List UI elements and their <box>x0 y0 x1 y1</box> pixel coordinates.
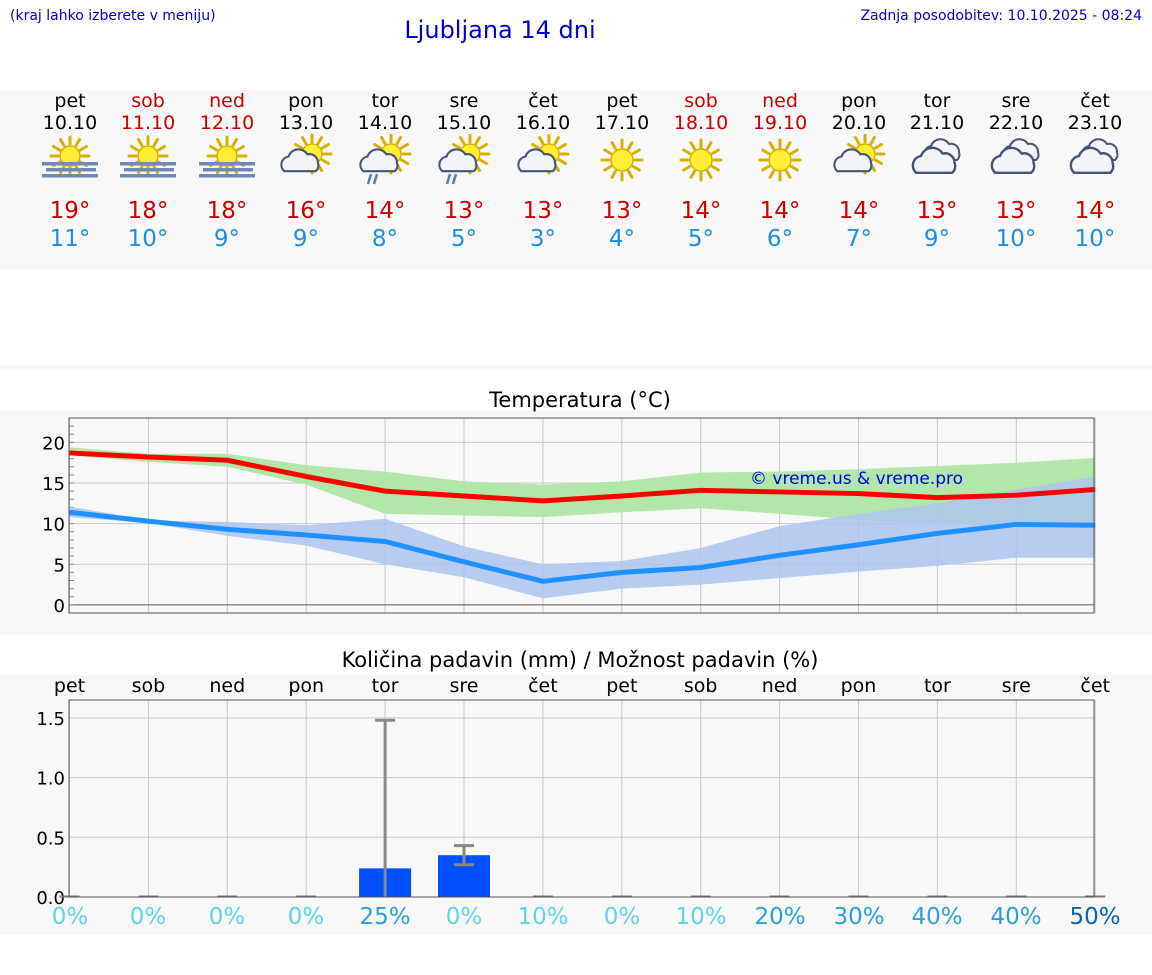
day-name: tor <box>371 90 399 112</box>
precip-probability: 0% <box>51 904 89 930</box>
day-date: 17.10 <box>594 112 650 134</box>
day-name: pon <box>841 90 877 112</box>
cloudy-icon <box>907 134 967 190</box>
precip-probability: 10% <box>675 904 727 930</box>
sun-fog-icon <box>118 134 178 190</box>
min-temp: 9° <box>292 226 320 252</box>
cloudy-icon <box>986 134 1046 190</box>
min-temp: 11° <box>49 226 91 252</box>
max-temp: 13° <box>522 198 564 224</box>
max-temp: 14° <box>838 198 880 224</box>
precip-probability: 10% <box>517 904 569 930</box>
day-date: 11.10 <box>120 112 176 134</box>
precip-probability: 40% <box>911 904 963 930</box>
day-name: pon <box>288 90 324 112</box>
day-date: 19.10 <box>752 112 808 134</box>
day-name: sob <box>131 90 165 112</box>
precip-probability: 0% <box>445 904 483 930</box>
min-temp: 3° <box>529 226 557 252</box>
max-temp: 18° <box>206 198 248 224</box>
day-date: 23.10 <box>1067 112 1123 134</box>
min-temp: 10° <box>127 226 169 252</box>
partly-cloudy-rain-icon <box>434 133 494 190</box>
day-date: 12.10 <box>199 112 255 134</box>
sun-fog-icon <box>40 134 100 190</box>
sun-icon <box>592 134 652 190</box>
precip-probability: 40% <box>990 904 1042 930</box>
min-temp: 4° <box>608 226 636 252</box>
precip-probability: 0% <box>287 904 325 930</box>
max-temp: 13° <box>443 198 485 224</box>
max-temp: 14° <box>759 198 801 224</box>
min-temp: 5° <box>450 226 478 252</box>
temperature-band <box>0 410 1152 635</box>
day-name: sre <box>449 90 479 112</box>
max-temp: 14° <box>1074 198 1116 224</box>
max-temp: 13° <box>995 198 1037 224</box>
day-date: 10.10 <box>42 112 98 134</box>
min-temp: 10° <box>1074 226 1116 252</box>
day-date: 21.10 <box>909 112 965 134</box>
min-temp: 7° <box>845 226 873 252</box>
day-date: 15.10 <box>436 112 492 134</box>
partly-cloudy-icon <box>513 133 573 190</box>
temperature-chart-title: Temperatura (°C) <box>489 388 671 412</box>
day-date: 22.10 <box>988 112 1044 134</box>
day-date: 18.10 <box>673 112 729 134</box>
day-name: ned <box>209 90 245 112</box>
precip-probability: 30% <box>833 904 885 930</box>
partly-cloudy-icon <box>829 133 889 190</box>
precip-band <box>0 675 1152 935</box>
location-hint[interactable]: (kraj lahko izberete v meniju) <box>10 8 216 24</box>
partly-cloudy-rain-icon <box>355 133 415 190</box>
day-date: 14.10 <box>357 112 413 134</box>
min-temp: 8° <box>371 226 399 252</box>
day-date: 16.10 <box>515 112 571 134</box>
sun-icon <box>750 134 810 190</box>
precip-probability: 0% <box>129 904 167 930</box>
last-updated: Zadnja posodobitev: 10.10.2025 - 08:24 <box>860 8 1142 24</box>
min-temp: 5° <box>687 226 715 252</box>
precip-probability: 25% <box>359 904 411 930</box>
day-date: 13.10 <box>278 112 334 134</box>
min-temp: 6° <box>766 226 794 252</box>
day-name: pet <box>606 90 638 112</box>
max-temp: 13° <box>601 198 643 224</box>
min-temp: 9° <box>923 226 951 252</box>
page-title: Ljubljana 14 dni <box>404 16 596 44</box>
max-temp: 13° <box>916 198 958 224</box>
separator-band <box>0 365 1152 370</box>
day-date: 20.10 <box>831 112 887 134</box>
day-name: pet <box>54 90 86 112</box>
precip-probability: 0% <box>603 904 641 930</box>
day-name: sob <box>684 90 718 112</box>
sun-icon <box>671 134 731 190</box>
min-temp: 9° <box>213 226 241 252</box>
day-name: ned <box>762 90 798 112</box>
max-temp: 19° <box>49 198 91 224</box>
precip-probability: 50% <box>1069 904 1121 930</box>
max-temp: 18° <box>127 198 169 224</box>
precip-chart-title: Količina padavin (mm) / Možnost padavin … <box>341 648 819 672</box>
partly-cloudy-icon <box>276 133 336 190</box>
day-name: sre <box>1001 90 1031 112</box>
min-temp: 10° <box>995 226 1037 252</box>
day-name: čet <box>528 90 558 112</box>
precip-probability: 20% <box>754 904 806 930</box>
precip-probability: 0% <box>208 904 246 930</box>
sun-fog-icon <box>197 134 257 190</box>
max-temp: 14° <box>680 198 722 224</box>
day-name: tor <box>923 90 951 112</box>
max-temp: 14° <box>364 198 406 224</box>
forecast-band <box>0 90 1152 270</box>
max-temp: 16° <box>285 198 327 224</box>
day-name: čet <box>1080 90 1110 112</box>
cloudy-icon <box>1065 134 1125 190</box>
